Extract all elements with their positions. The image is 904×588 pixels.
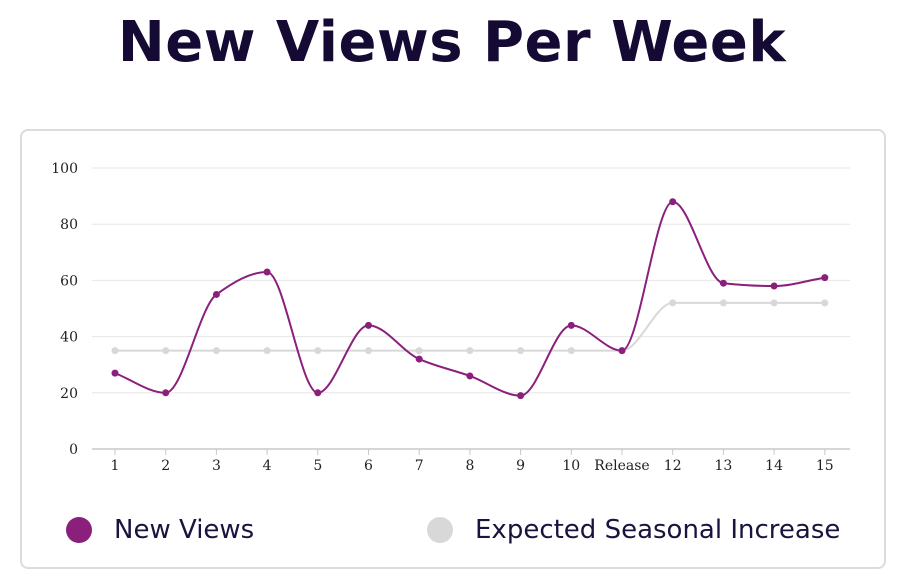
data-point-expected-seasonal-increase [314,347,322,355]
series-line-expected-seasonal-increase [115,301,825,352]
x-tick-label: 4 [263,458,272,474]
data-point-expected-seasonal-increase [821,299,829,307]
data-point-expected-seasonal-increase [466,347,474,355]
data-point-new-views [719,279,727,287]
data-point-new-views [618,347,626,355]
x-tick-label: 10 [562,458,580,474]
data-point-new-views [669,198,677,206]
x-tick-label: 13 [714,458,732,474]
data-point-expected-seasonal-increase [263,347,271,355]
data-point-new-views [162,389,170,397]
y-axis-tick-labels: 0 20 40 60 80 100 [51,161,78,458]
legend-label-new-views: New Views [114,515,255,545]
data-point-new-views [770,282,778,290]
data-point-new-views [365,321,372,329]
series-points [111,198,829,400]
data-point-new-views [111,369,119,377]
x-tick-label: 3 [212,458,221,474]
data-point-expected-seasonal-increase [365,347,372,355]
x-tick-label: 15 [816,458,834,474]
data-point-new-views [517,392,525,400]
data-point-expected-seasonal-increase [415,347,423,355]
legend-item-expected-seasonal-increase[interactable]: Expected Seasonal Increase [427,510,840,550]
x-tick-label: 6 [364,458,373,474]
data-point-new-views [821,274,829,282]
series-line-new-views [114,200,825,397]
data-point-new-views [212,290,220,298]
data-point-new-views [314,389,322,397]
y-tick-label: 0 [69,442,78,458]
legend-swatch-new-views [66,517,92,543]
data-point-expected-seasonal-increase [567,347,575,355]
data-point-expected-seasonal-increase [212,347,220,355]
legend-swatch-expected-seasonal-increase [427,517,453,543]
x-tick-label: 8 [465,458,474,474]
y-tick-label: 80 [60,217,78,233]
data-point-expected-seasonal-increase [770,299,778,307]
x-tick-label: 9 [516,458,525,474]
data-point-expected-seasonal-increase [517,347,525,355]
x-tick-label: 7 [415,458,424,474]
data-point-expected-seasonal-increase [719,299,727,307]
x-tick-label: 5 [313,458,322,474]
y-tick-label: 20 [60,386,78,402]
x-tick-label: 12 [664,458,682,474]
series-lines [114,200,825,397]
x-axis-tick-labels: 1 2 3 4 5 6 7 8 9 10 Release 12 13 14 15 [111,458,834,474]
y-tick-label: 60 [60,273,78,289]
y-tick-label: 40 [60,330,78,346]
data-point-new-views [466,372,474,380]
data-point-expected-seasonal-increase [111,347,119,355]
x-tick-label: 14 [765,458,783,474]
legend-item-new-views[interactable]: New Views [66,510,254,550]
x-tick-label: 2 [161,458,170,474]
gridlines [92,167,850,394]
data-point-expected-seasonal-increase [162,347,170,355]
data-point-expected-seasonal-increase [669,299,677,307]
chart-title: New Views Per Week [117,10,787,75]
data-point-new-views [263,268,271,276]
x-axis [92,448,850,455]
data-point-new-views [415,355,423,363]
data-point-new-views [567,321,575,329]
x-tick-label: 1 [111,458,120,474]
legend-label-expected-seasonal-increase: Expected Seasonal Increase [475,515,841,545]
x-tick-label: Release [594,458,649,474]
y-tick-label: 100 [51,161,78,177]
